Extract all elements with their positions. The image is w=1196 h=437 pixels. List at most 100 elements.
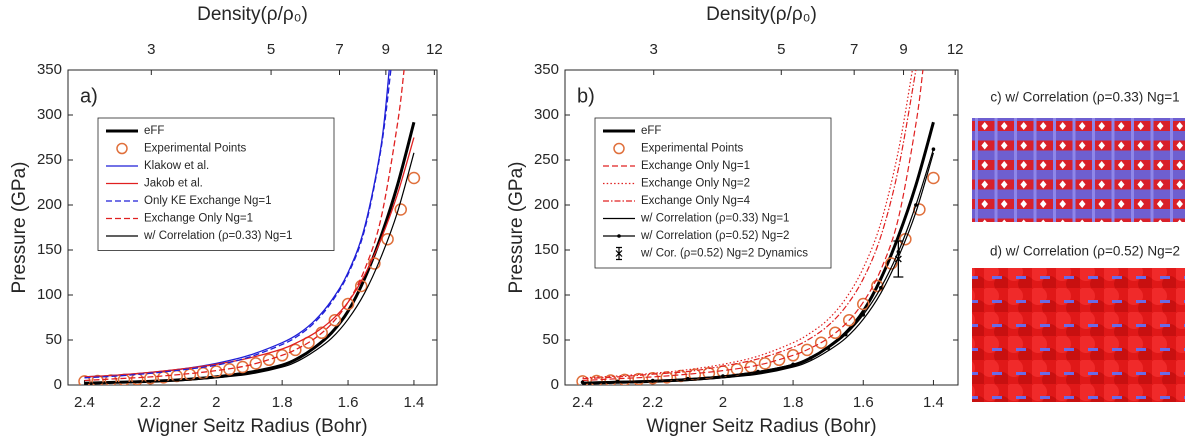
x-tick-label: 2.4 <box>572 394 593 411</box>
x-tick-label: 1.6 <box>853 394 874 411</box>
x-tick-label: 2.4 <box>74 394 95 411</box>
x2-tick-label: 5 <box>777 41 785 58</box>
data-point <box>843 332 848 337</box>
data-point <box>262 353 276 367</box>
data-point <box>826 346 830 350</box>
x2-axis-label: Density(ρ/ρ₀) <box>197 4 308 25</box>
axes-frame <box>564 69 959 386</box>
data-point <box>800 343 814 357</box>
x2-axis-label: Density(ρ/ρ₀) <box>706 4 817 25</box>
y-tick-label: 300 <box>534 106 559 123</box>
series-line <box>582 70 913 379</box>
image-title: d) w/ Correlation (ρ=0.52) Ng=2 <box>990 244 1180 259</box>
x-tick-label: 2 <box>719 394 727 411</box>
data-point <box>871 279 884 293</box>
data-point <box>686 376 690 381</box>
legend-label: Jakob et al. <box>144 178 203 190</box>
x-tick-label: 1.4 <box>923 394 944 411</box>
legend-label: Exchange Only Ng=1 <box>144 213 253 225</box>
panel-label: b) <box>577 85 595 107</box>
data-point <box>808 356 813 360</box>
data-point <box>580 380 585 385</box>
data-point <box>590 374 603 385</box>
legend-box <box>594 117 832 269</box>
x2-tick-label: 7 <box>335 41 343 58</box>
image-d <box>972 268 1185 402</box>
y-tick-label: 200 <box>534 196 559 213</box>
data-point <box>576 375 589 385</box>
legend-label: eFF <box>641 125 661 137</box>
data-point <box>368 257 381 270</box>
x-tick-label: 1.8 <box>272 394 293 411</box>
data-point <box>791 362 795 367</box>
x-tick-label: 2 <box>212 394 220 411</box>
y-tick-label: 150 <box>534 241 559 258</box>
x-axis-label: Wigner Seitz Radius (Bohr) <box>646 416 876 437</box>
data-point <box>786 349 800 362</box>
legend-label: w/ Correlation (ρ=0.33) Ng=1 <box>640 213 789 225</box>
y-tick-label: 50 <box>542 331 559 348</box>
x2-tick-label: 7 <box>850 41 858 58</box>
data-point <box>931 147 936 151</box>
data-point <box>249 357 263 370</box>
data-point <box>91 374 104 385</box>
legend-swatch <box>116 142 128 155</box>
data-point <box>828 326 842 340</box>
x-tick-label: 2.2 <box>140 394 161 411</box>
y-tick-label: 350 <box>534 61 559 78</box>
series-line <box>84 70 392 379</box>
y-tick-label: 250 <box>534 151 559 168</box>
x2-tick-label: 9 <box>899 41 907 58</box>
data-point <box>660 371 674 384</box>
plot-area <box>78 70 421 385</box>
x2-tick-label: 12 <box>426 41 443 58</box>
series-line <box>84 137 415 378</box>
legend-label: Klakow et al. <box>144 160 209 172</box>
y-tick-label: 200 <box>37 196 62 213</box>
y-tick-label: 150 <box>37 241 62 258</box>
series-line <box>84 152 415 384</box>
x2-tick-label: 3 <box>650 41 658 58</box>
legend-label: Experimental Points <box>641 143 744 155</box>
data-point <box>861 313 866 317</box>
data-point <box>842 313 856 327</box>
data-point <box>157 371 170 384</box>
y-tick-label: 300 <box>37 106 62 123</box>
data-point <box>289 343 302 357</box>
data-point <box>894 255 902 263</box>
data-point <box>814 336 828 349</box>
data-point <box>721 374 725 378</box>
data-point <box>758 357 772 370</box>
x2-tick-label: 5 <box>267 41 275 58</box>
x-tick-label: 2.2 <box>642 394 663 411</box>
data-point <box>674 369 688 383</box>
series-line <box>582 152 935 384</box>
data-point <box>341 297 355 311</box>
data-point <box>618 373 631 385</box>
legend-label: w/ Correlation (ρ=0.52) Ng=2 <box>640 230 789 242</box>
data-point <box>328 313 342 327</box>
legend-label: w/ Correlation (ρ=0.33) Ng=1 <box>143 230 292 242</box>
x-tick-label: 1.6 <box>338 394 359 411</box>
x2-tick-label: 9 <box>382 41 390 58</box>
legend-swatch <box>613 142 625 155</box>
image-c <box>972 118 1185 222</box>
data-point <box>381 232 394 246</box>
data-point <box>650 378 655 383</box>
data-point <box>275 349 289 362</box>
data-point <box>885 257 898 270</box>
plot-area <box>576 70 940 385</box>
data-point <box>914 203 918 207</box>
legend-label: w/ Cor. (ρ=0.52) Ng=2 Dynamics <box>640 248 808 260</box>
data-point <box>78 375 91 385</box>
legend-swatch <box>617 234 621 238</box>
data-point <box>632 372 645 385</box>
y-axis-label: Pressure (GPa) <box>506 162 527 294</box>
y-tick-label: 250 <box>37 151 62 168</box>
data-point <box>407 171 421 185</box>
data-point <box>756 369 760 374</box>
legend-label: Only KE Exchange Ng=1 <box>144 195 272 207</box>
image-title: c) w/ Correlation (ρ=0.33) Ng=1 <box>990 90 1179 105</box>
series-line <box>84 70 405 382</box>
